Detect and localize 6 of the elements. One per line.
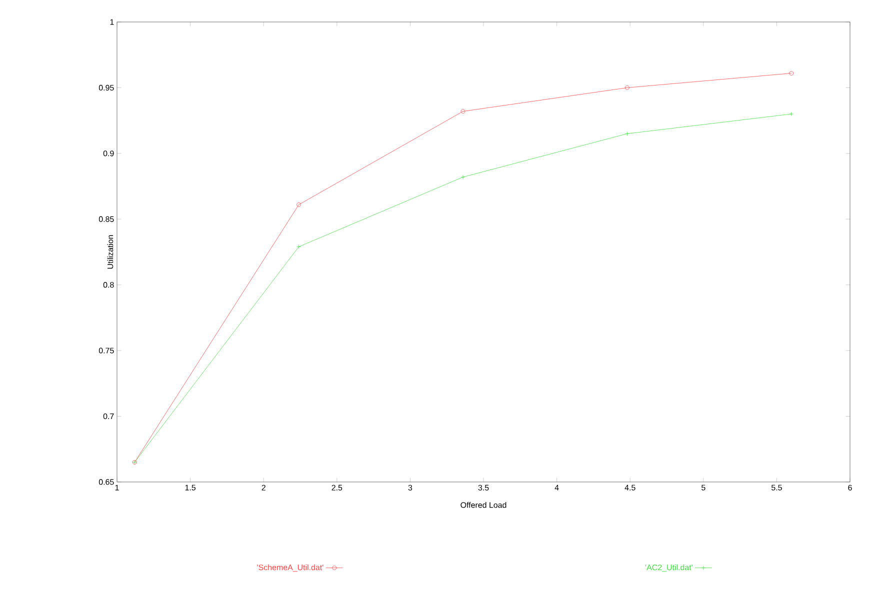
point <box>460 109 466 114</box>
point <box>624 86 630 90</box>
point <box>296 202 301 207</box>
point <box>460 174 466 180</box>
point <box>296 244 301 249</box>
point <box>624 132 630 136</box>
